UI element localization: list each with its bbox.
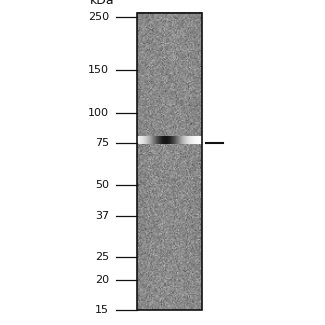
Text: 37: 37 xyxy=(95,211,109,221)
Bar xyxy=(136,13,202,310)
Text: 50: 50 xyxy=(95,180,109,190)
Text: 20: 20 xyxy=(95,275,109,285)
Text: 15: 15 xyxy=(95,306,109,315)
Text: 100: 100 xyxy=(88,108,109,118)
Text: kDa: kDa xyxy=(90,0,115,7)
Text: 25: 25 xyxy=(95,252,109,262)
Text: 150: 150 xyxy=(88,65,109,75)
Text: 250: 250 xyxy=(88,12,109,22)
Text: 75: 75 xyxy=(95,137,109,148)
